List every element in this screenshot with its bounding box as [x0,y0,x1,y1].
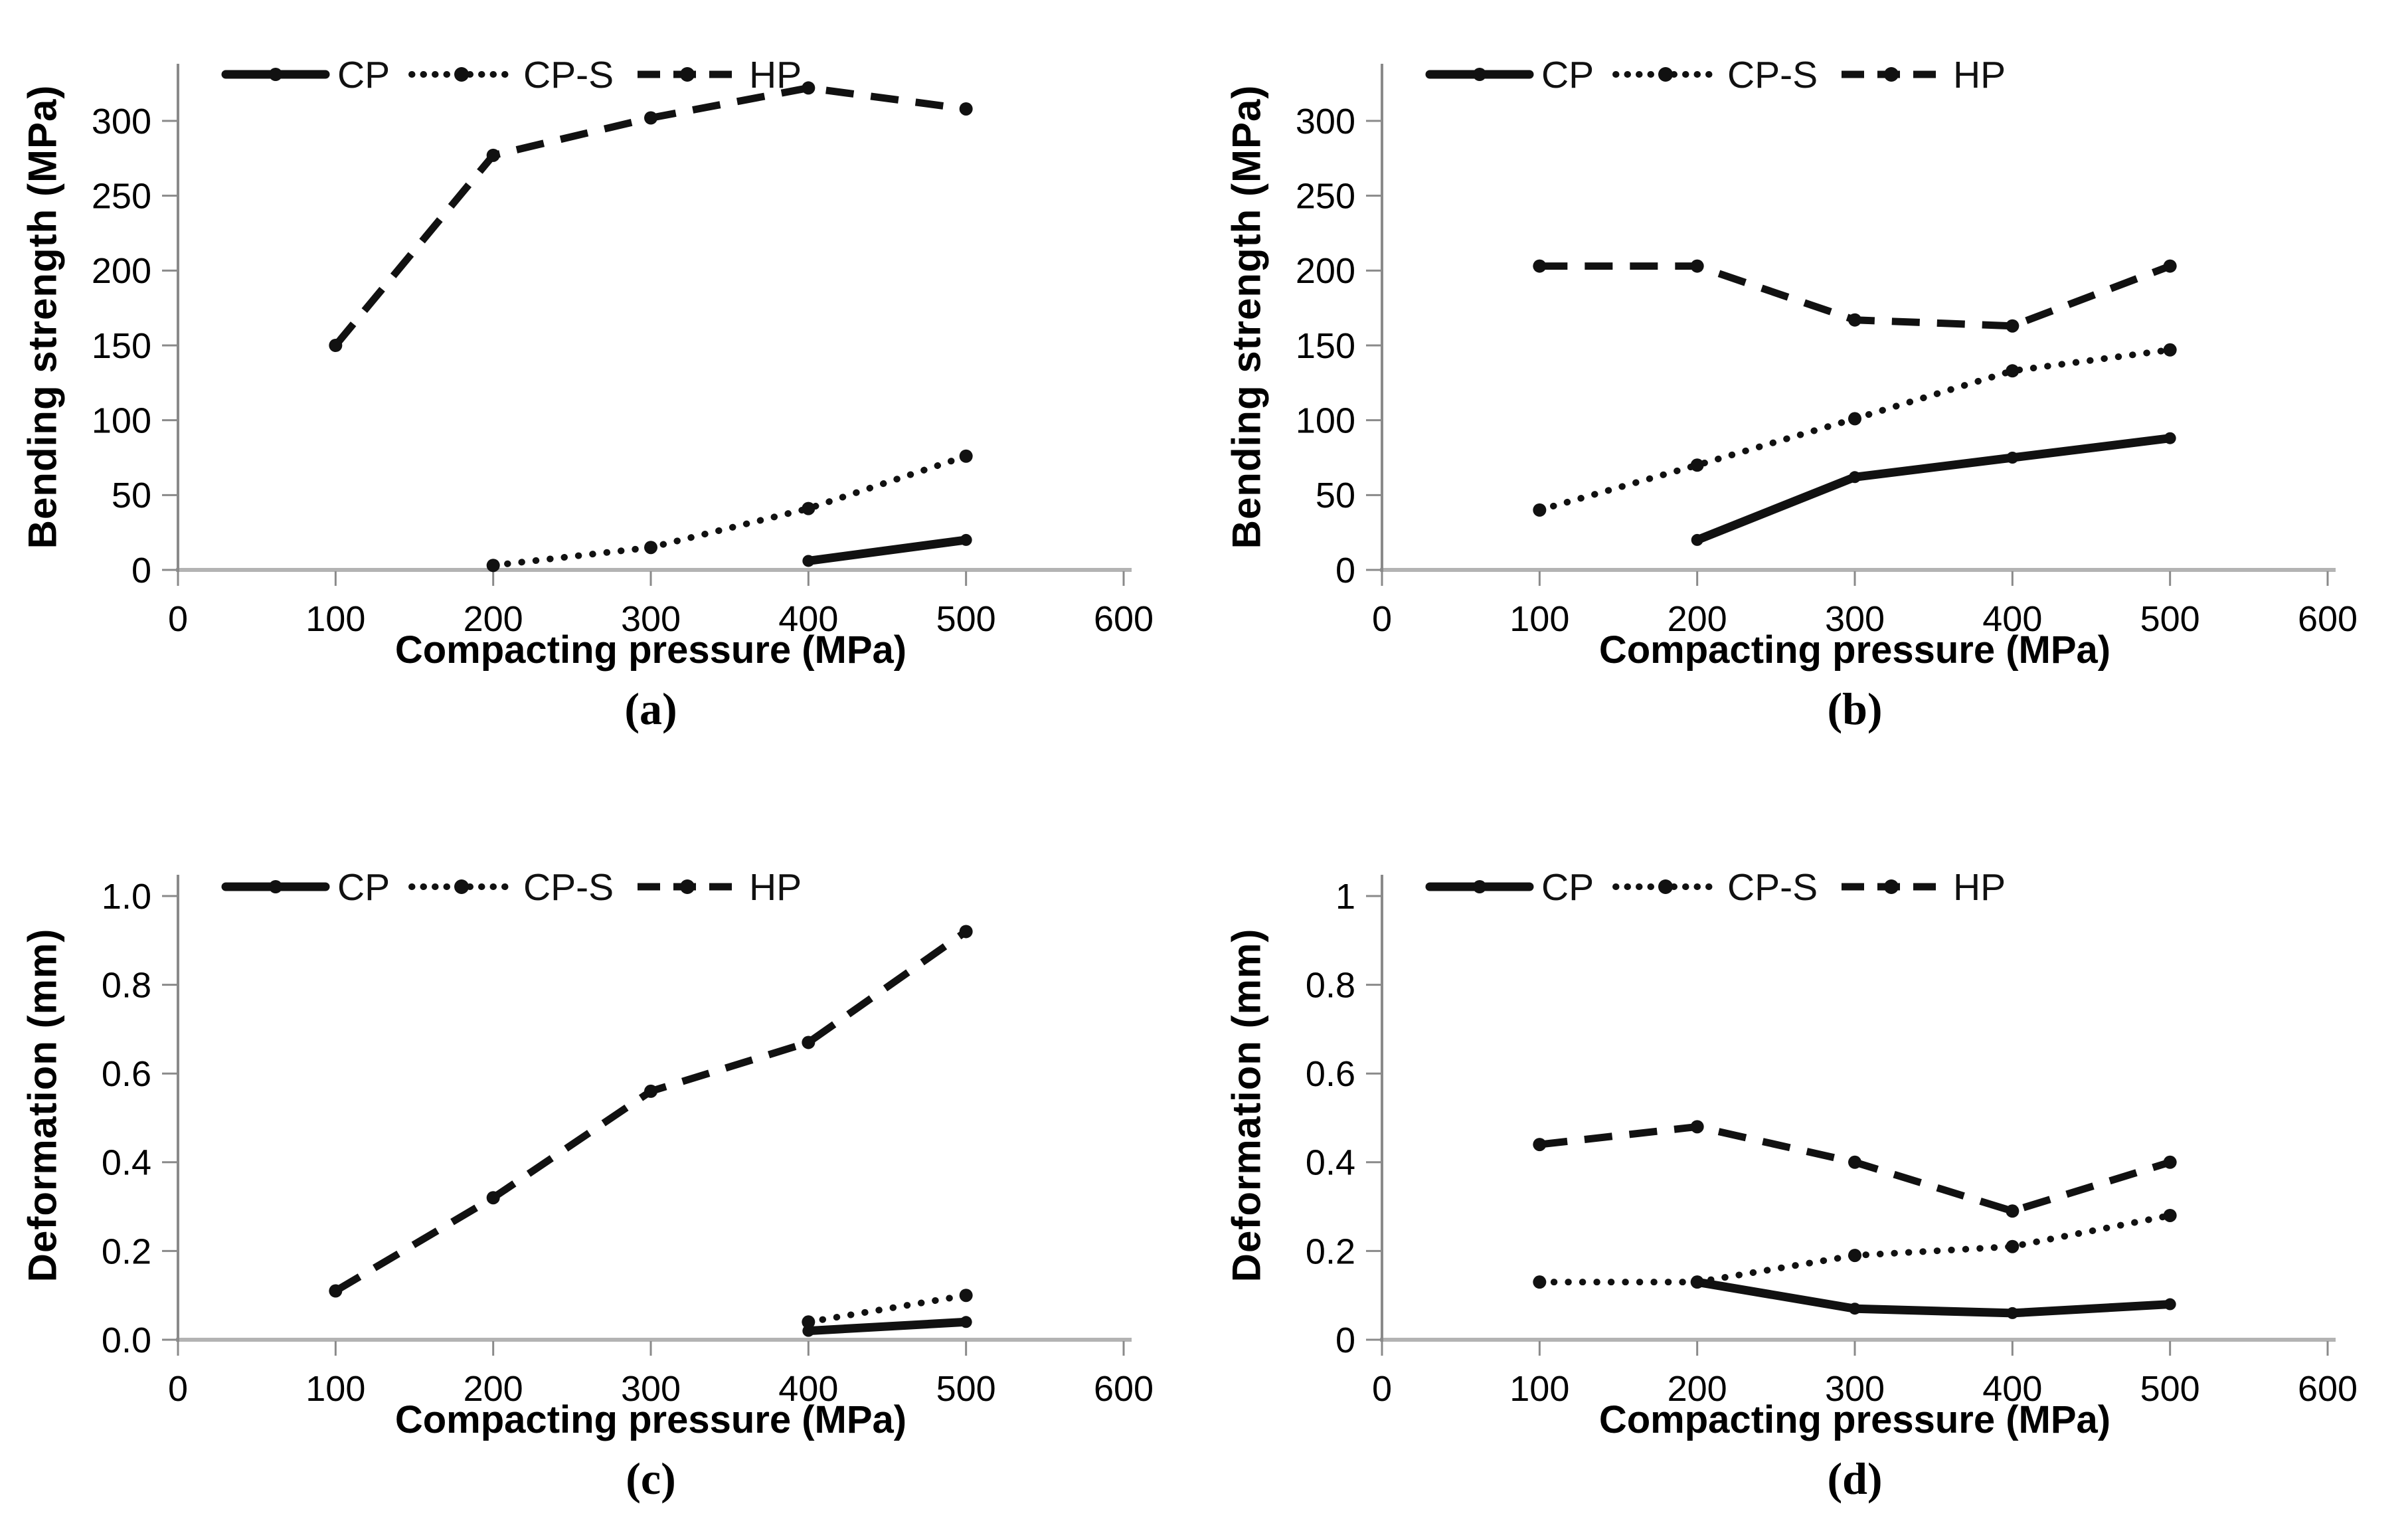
svg-text:HP: HP [1953,54,2006,96]
panel-caption-a: (a) [624,683,677,734]
svg-text:0.6: 0.6 [102,1054,151,1094]
svg-text:300: 300 [1825,599,1885,639]
svg-text:HP: HP [1953,866,2006,909]
panel-b: 0 100 200 300 400 500 600 0 50 100 150 200 250 300 CP C… [1204,0,2408,769]
y-axis-title-b: Bending strength (MPa) [1224,84,1269,549]
svg-text:0.2: 0.2 [102,1231,151,1271]
panel-d: 0 100 200 300 400 500 600 0 0.2 0.4 0.6 0.8 1 CP CP-S H… [1204,770,2408,1539]
x-axis-title-b: Compacting pressure (MPa) [1598,628,2111,672]
panel-a: 0 100 200 300 400 500 600 0 50 100 150 200 250 300 CP C… [0,0,1204,769]
svg-text:200: 200 [464,599,523,639]
chart-c-canvas: 0 100 200 300 400 500 600 0.0 0.2 0.4 0.6 0.8 1.0 CP C… [102,866,1154,1409]
svg-text:0: 0 [1372,599,1392,639]
svg-text:200: 200 [1668,1369,1727,1409]
svg-text:CP-S: CP-S [1727,54,1818,96]
svg-text:0: 0 [168,599,188,639]
svg-text:1: 1 [1335,877,1355,917]
svg-text:250: 250 [1296,177,1355,217]
svg-text:500: 500 [936,1369,996,1409]
svg-text:600: 600 [1094,599,1154,639]
svg-text:600: 600 [2298,1369,2358,1409]
svg-text:0: 0 [131,551,151,590]
svg-text:CP-S: CP-S [523,54,614,96]
svg-text:CP-S: CP-S [523,866,614,909]
svg-text:400: 400 [1982,599,2042,639]
svg-text:50: 50 [112,476,151,515]
svg-text:100: 100 [1509,1369,1569,1409]
svg-text:400: 400 [778,1369,838,1409]
x-axis-title-d: Compacting pressure (MPa) [1598,1398,2111,1441]
svg-text:200: 200 [1668,599,1727,639]
svg-text:0: 0 [1335,1320,1355,1360]
svg-text:0.0: 0.0 [102,1320,151,1360]
panel-c: 0 100 200 300 400 500 600 0.0 0.2 0.4 0.6 0.8 1.0 CP C… [0,770,1204,1539]
svg-text:150: 150 [92,326,151,366]
chart-d-canvas: 0 100 200 300 400 500 600 0 0.2 0.4 0.6 0.8 1 CP CP-S H… [1306,866,2358,1409]
svg-text:CP-S: CP-S [1727,866,1818,909]
svg-text:CP: CP [337,866,390,909]
svg-text:100: 100 [305,599,365,639]
panel-caption-d: (d) [1827,1453,1883,1504]
y-axis-title-d: Deformation (mm) [1224,928,1269,1283]
svg-text:50: 50 [1316,476,1355,515]
svg-text:0.4: 0.4 [102,1143,151,1183]
svg-text:0.4: 0.4 [1306,1143,1355,1183]
svg-text:0: 0 [1335,551,1355,590]
svg-text:400: 400 [778,599,838,639]
svg-text:200: 200 [92,251,151,291]
svg-text:600: 600 [1094,1369,1154,1409]
svg-text:0.2: 0.2 [1306,1231,1355,1271]
svg-text:250: 250 [92,177,151,217]
y-axis-title-a: Bending strength (MPa) [20,84,65,549]
svg-text:150: 150 [1296,326,1355,366]
panel-caption-b: (b) [1827,683,1883,734]
svg-text:200: 200 [1296,251,1355,291]
svg-text:400: 400 [1982,1369,2042,1409]
svg-text:600: 600 [2298,599,2358,639]
svg-text:100: 100 [1296,401,1355,441]
svg-text:300: 300 [621,599,681,639]
svg-text:1.0: 1.0 [102,877,151,917]
svg-text:300: 300 [621,1369,681,1409]
svg-text:0.8: 0.8 [102,966,151,1006]
chart-b-canvas: 0 100 200 300 400 500 600 0 50 100 150 200 250 300 CP C… [1296,54,2358,639]
panel-caption-c: (c) [626,1453,676,1504]
svg-text:0: 0 [168,1369,188,1409]
svg-text:500: 500 [2140,1369,2200,1409]
svg-text:500: 500 [936,599,996,639]
y-axis-title-c: Deformation (mm) [20,928,65,1283]
chart-a-canvas: 0 100 200 300 400 500 600 0 50 100 150 200 250 300 CP C… [92,54,1154,639]
svg-text:CP: CP [1541,866,1594,909]
svg-text:HP: HP [749,54,802,96]
svg-text:100: 100 [92,401,151,441]
svg-text:300: 300 [1825,1369,1885,1409]
svg-text:300: 300 [1296,102,1355,141]
svg-text:500: 500 [2140,599,2200,639]
svg-text:0.8: 0.8 [1306,966,1355,1006]
svg-text:200: 200 [464,1369,523,1409]
x-axis-title-a: Compacting pressure (MPa) [394,628,907,672]
svg-text:100: 100 [305,1369,365,1409]
svg-text:CP: CP [337,54,390,96]
svg-text:300: 300 [92,102,151,141]
svg-text:0: 0 [1372,1369,1392,1409]
x-axis-title-c: Compacting pressure (MPa) [394,1398,907,1441]
svg-text:100: 100 [1509,599,1569,639]
svg-text:HP: HP [749,866,802,909]
svg-text:CP: CP [1541,54,1594,96]
svg-text:0.6: 0.6 [1306,1054,1355,1094]
